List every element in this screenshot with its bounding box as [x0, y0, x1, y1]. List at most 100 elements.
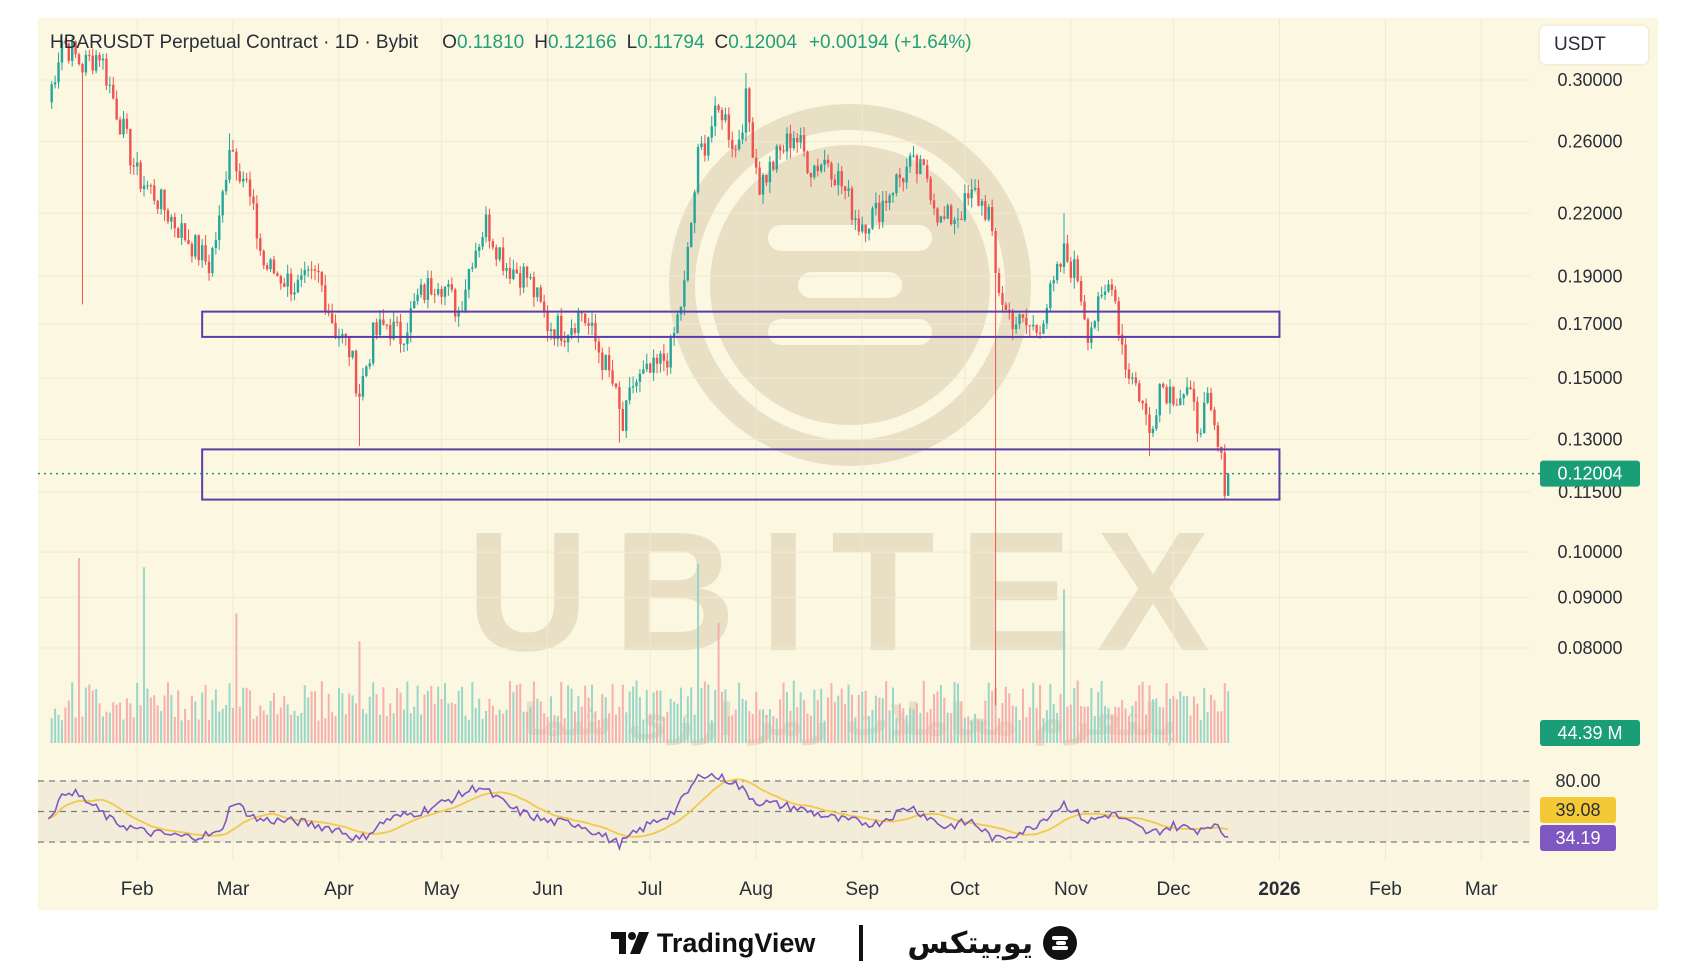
candle-body — [245, 178, 248, 180]
candle-body — [358, 393, 361, 397]
volume-bar — [529, 707, 532, 743]
open-value: 0.11810 — [456, 32, 525, 53]
candle-body — [279, 275, 283, 284]
candle-body — [819, 164, 823, 172]
candle-body — [570, 328, 573, 336]
candle-body — [204, 245, 207, 262]
candle-body — [1062, 243, 1066, 267]
volume-bar — [81, 716, 84, 743]
volume-bar — [563, 718, 566, 743]
watermark-tagline: پلتفرم معاملات رمز ارزی شما — [523, 695, 1177, 746]
volume-bar — [844, 704, 847, 743]
volume-bar — [238, 706, 241, 743]
candle-body — [768, 161, 772, 183]
volume-bar — [580, 706, 583, 743]
candle-body — [631, 386, 635, 388]
volume-bar — [1165, 683, 1168, 743]
candle-body — [652, 357, 655, 373]
volume-bar — [1008, 693, 1011, 743]
candle-body — [283, 283, 286, 287]
volume-bar — [245, 687, 248, 743]
candle-body — [874, 202, 878, 209]
candle-body — [888, 195, 891, 203]
candle-body — [1144, 403, 1148, 415]
volume-bar — [505, 709, 508, 743]
volume-bar — [98, 703, 101, 743]
volume-bar — [1192, 696, 1195, 743]
candle-body — [354, 350, 358, 394]
candle-body — [50, 84, 53, 103]
volume-bar — [608, 713, 611, 743]
volume-bar — [221, 708, 224, 743]
candle-body — [693, 192, 696, 223]
price-axis: 0.30000 0.26000 0.22000 0.19000 0.17000 0.150… — [1557, 70, 1622, 658]
currency-unit-button[interactable]: USDT — [1540, 26, 1648, 64]
volume-bar — [409, 713, 412, 743]
volume-bar — [1059, 693, 1062, 743]
candle-body — [932, 200, 936, 209]
candle-body — [105, 58, 108, 86]
candle-body — [1110, 284, 1114, 290]
candle-body — [590, 322, 594, 326]
volume-bar — [642, 719, 645, 743]
candle-body — [666, 360, 669, 368]
volume-bar — [1145, 714, 1148, 743]
chart-background — [38, 18, 1658, 910]
candle-body — [1066, 243, 1069, 262]
candle-body — [1206, 392, 1209, 403]
volume-bar — [303, 685, 306, 743]
volume-bar — [960, 701, 963, 743]
volume-bar — [125, 698, 128, 743]
volume-bar — [420, 714, 423, 743]
volume-bar — [984, 700, 987, 743]
candle-body — [1076, 259, 1079, 281]
candle-body — [255, 203, 259, 239]
volume-bar — [156, 705, 159, 743]
volume-bar — [443, 683, 446, 743]
volume-bar — [1049, 683, 1052, 743]
candle-body — [898, 174, 902, 179]
candle-body — [549, 329, 553, 332]
candle-body — [433, 294, 436, 296]
candle-body — [368, 363, 371, 367]
candle-body — [519, 273, 522, 288]
volume-bar — [693, 714, 696, 743]
volume-bar — [929, 708, 932, 743]
candle-body — [488, 214, 491, 242]
volume-bar — [379, 714, 381, 743]
volume-bar — [1227, 691, 1230, 743]
candle-body — [1127, 369, 1131, 379]
candle-body — [861, 224, 864, 232]
time-tick-label: Aug — [739, 879, 773, 900]
volume-bar — [320, 681, 323, 743]
candle-body — [809, 172, 813, 178]
candle-body — [300, 275, 303, 280]
volume-bar — [1063, 589, 1065, 743]
candle-body — [491, 241, 495, 248]
volume-bar — [54, 708, 57, 743]
candle-body — [112, 84, 115, 99]
ubitex-watermark: UBITEX پلتفرم معاملات رمز ارزی شما — [466, 104, 1210, 746]
volume-bar — [334, 715, 337, 743]
volume-bar — [994, 687, 997, 743]
volume-bar — [926, 712, 929, 743]
volume-bar — [656, 690, 659, 743]
volume-bar — [744, 700, 747, 743]
volume-bar — [632, 686, 635, 743]
time-tick-label: Dec — [1157, 879, 1191, 900]
volume-bar — [426, 690, 429, 743]
volume-bar — [1124, 708, 1127, 743]
candle-body — [676, 314, 679, 333]
volume-bar — [1114, 706, 1117, 743]
volume-bar — [591, 684, 594, 743]
candle-body — [1168, 386, 1172, 404]
symbol-title[interactable]: HBARUSDT Perpetual Contract · 1D · Bybit — [50, 32, 419, 53]
volume-bar — [1100, 680, 1103, 743]
volume-bar — [430, 685, 433, 743]
candle-body — [200, 245, 204, 261]
volume-bar — [697, 563, 700, 743]
candle-body — [1179, 398, 1182, 406]
candle-body — [867, 228, 871, 234]
volume-bar — [163, 695, 166, 743]
candle-body — [542, 301, 546, 312]
